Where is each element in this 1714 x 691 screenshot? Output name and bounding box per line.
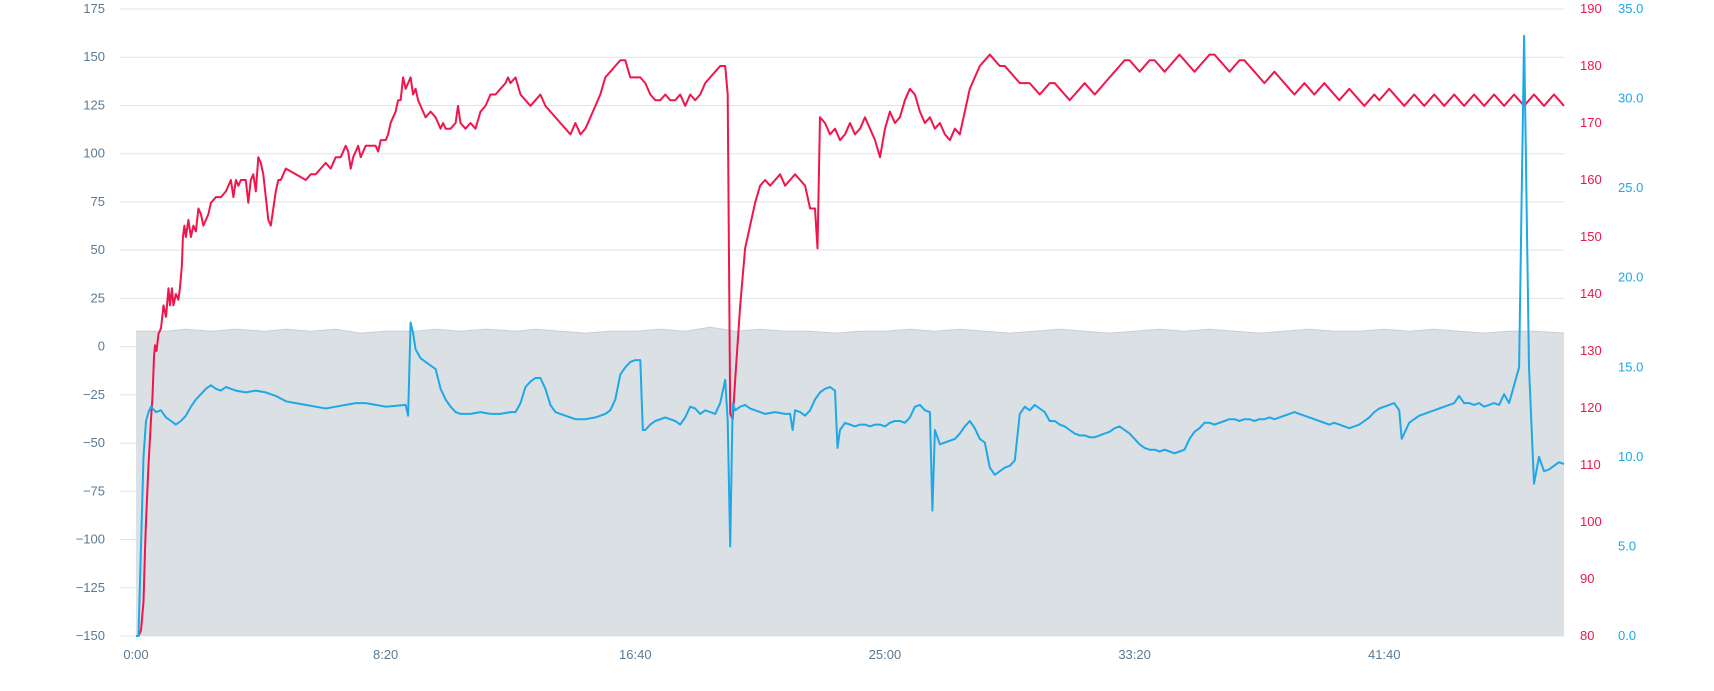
left-axis-tick: −50 <box>83 435 105 450</box>
left-axis-tick: −125 <box>76 580 105 595</box>
left-axis-tick: 100 <box>83 146 105 161</box>
left-axis-tick: −150 <box>76 628 105 643</box>
time-axis-tick: 25:00 <box>869 647 902 662</box>
heart-rate-axis-tick: 90 <box>1580 571 1594 586</box>
left-axis: 175 150 125 100 75 50 25 0 −25 −50 −75 −100 −125 −150 <box>76 1 105 643</box>
heart-rate-axis-tick: 110 <box>1580 457 1601 472</box>
left-axis-tick: 75 <box>91 194 105 209</box>
heart-rate-axis-tick: 140 <box>1580 286 1602 301</box>
speed-axis-tick: 0.0 <box>1618 628 1636 643</box>
time-axis: 0:00 8:20 16:40 25:00 33:20 41:40 <box>123 647 1400 662</box>
heart-rate-line <box>136 53 1565 637</box>
heart-rate-axis-tick: 170 <box>1580 115 1602 130</box>
series-lines <box>136 34 1565 637</box>
speed-axis-tick: 35.0 <box>1618 1 1643 16</box>
left-axis-tick: 0 <box>98 339 105 354</box>
left-axis-tick: 125 <box>83 97 105 112</box>
speed-axis-tick: 30.0 <box>1618 91 1643 106</box>
heart-rate-axis-tick: 150 <box>1580 229 1602 244</box>
speed-axis: 35.0 30.0 25.0 20.0 15.0 10.0 5.0 0.0 <box>1618 1 1643 643</box>
speed-line <box>136 34 1565 637</box>
heart-rate-axis-tick: 80 <box>1580 628 1594 643</box>
speed-axis-tick: 5.0 <box>1618 538 1636 553</box>
heart-rate-axis-tick: 190 <box>1580 1 1602 16</box>
speed-axis-tick: 25.0 <box>1618 180 1643 195</box>
heart-rate-axis-tick: 120 <box>1580 400 1602 415</box>
heart-rate-axis-tick: 180 <box>1580 58 1602 73</box>
left-axis-tick: −100 <box>76 532 105 547</box>
time-axis-tick: 41:40 <box>1368 647 1401 662</box>
speed-axis-tick: 10.0 <box>1618 449 1643 464</box>
speed-axis-tick: 15.0 <box>1618 359 1643 374</box>
left-axis-tick: −75 <box>83 483 105 498</box>
elevation-area <box>136 326 1565 636</box>
heart-rate-axis-tick: 130 <box>1580 343 1602 358</box>
time-axis-tick: 33:20 <box>1118 647 1151 662</box>
elevation-line <box>136 326 1565 334</box>
left-axis-tick: 25 <box>91 290 105 305</box>
time-axis-tick: 0:00 <box>123 647 148 662</box>
elevation-area-fill <box>136 327 1564 636</box>
heart-rate-axis: 190 180 170 160 150 140 130 120 110 100 90 80 <box>1580 1 1602 643</box>
heart-rate-axis-tick: 100 <box>1580 514 1602 529</box>
left-axis-tick: 150 <box>83 49 105 64</box>
time-axis-tick: 16:40 <box>619 647 652 662</box>
left-axis-tick: −25 <box>83 387 105 402</box>
left-axis-tick: 175 <box>83 1 105 16</box>
heart-rate-axis-tick: 160 <box>1580 172 1602 187</box>
time-axis-tick: 8:20 <box>373 647 398 662</box>
left-axis-tick: 50 <box>91 242 105 257</box>
speed-axis-tick: 20.0 <box>1618 270 1643 285</box>
